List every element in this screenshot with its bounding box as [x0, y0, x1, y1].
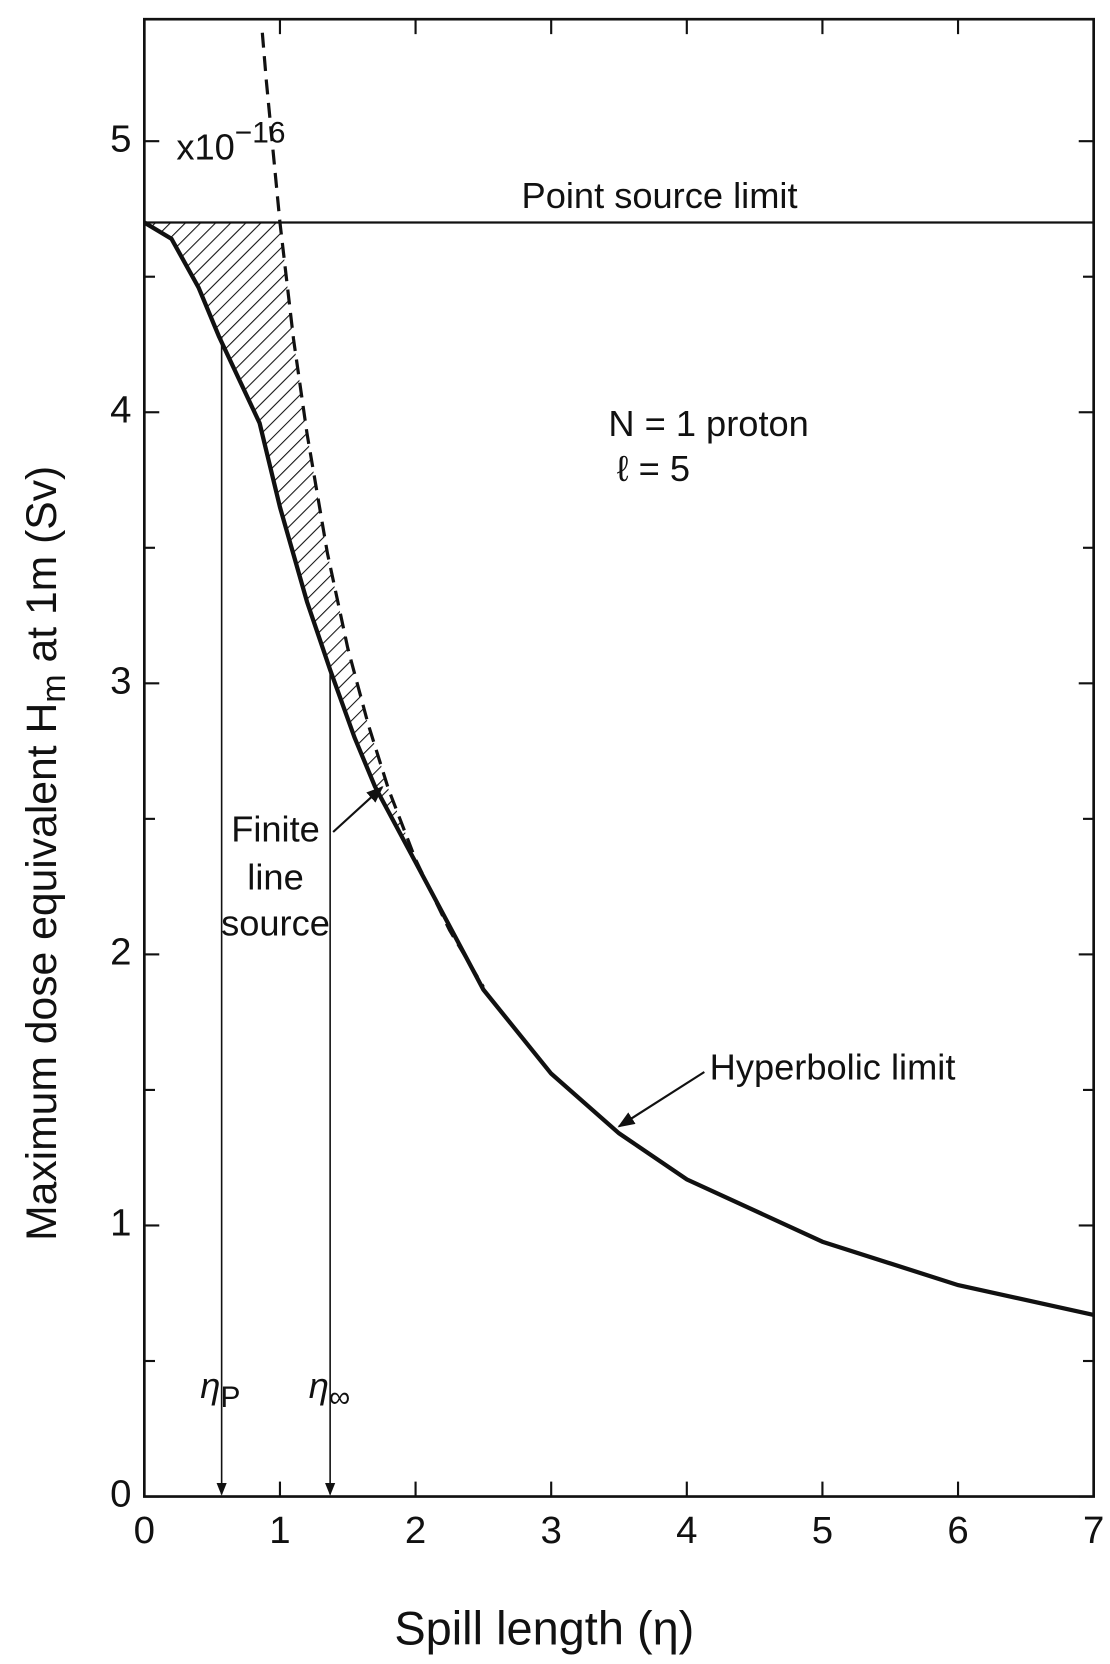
marker-label: η∞ [309, 1365, 350, 1414]
marker-label: ηP [200, 1365, 240, 1414]
x-tick-label: 4 [676, 1509, 697, 1552]
x-tick-label: 7 [1083, 1509, 1104, 1552]
finite-label: line [247, 857, 303, 898]
param-l: ℓ = 5 [617, 448, 690, 489]
x-tick-label: 6 [947, 1509, 968, 1552]
x-tick-label: 0 [134, 1509, 155, 1552]
x-tick-label: 2 [405, 1509, 426, 1552]
y-axis-label: Maximum dose equivalent Hm at 1m (Sv) [18, 466, 72, 1241]
point-source-label: Point source limit [522, 175, 798, 216]
finite-label: Finite [231, 809, 320, 850]
hatch-layer [144, 222, 416, 863]
hyperbolic-label: Hyperbolic limit [710, 1046, 956, 1087]
y-label-rest: at 1m (Sv) [18, 466, 66, 675]
y-tick-label: 2 [110, 931, 131, 974]
x-axis-label: Spill length (η) [394, 1602, 694, 1654]
y-label-main: Maximum dose equivalent H [18, 703, 66, 1241]
scale-note: x10−16 [176, 116, 285, 167]
scale-base: x10 [176, 126, 234, 167]
x-tick-label: 1 [269, 1509, 290, 1552]
y-tick-label: 5 [110, 117, 131, 160]
marker-symbol: η [200, 1365, 220, 1406]
hatch-area [144, 222, 416, 863]
finite-label: source [221, 902, 330, 943]
param-n: N = 1 proton [608, 403, 809, 444]
marker-sub: P [220, 1381, 240, 1414]
y-tick-label: 1 [110, 1202, 131, 1245]
y-tick-label: 4 [110, 388, 131, 431]
marker-sub: ∞ [329, 1381, 350, 1414]
hyperbolic-arrow [617, 1071, 705, 1128]
series-line [143, 220, 1095, 1317]
y-tick-label: 0 [110, 1473, 131, 1516]
marker-symbol: η [309, 1365, 329, 1406]
plot-frame [143, 17, 1095, 1498]
finite-arrow [332, 786, 384, 833]
x-tick-label: 3 [541, 1509, 562, 1552]
y-label-sub: m [35, 674, 73, 702]
y-tick-label: 3 [110, 659, 131, 702]
x-tick-label: 5 [812, 1509, 833, 1552]
scale-exp: −16 [235, 116, 286, 149]
